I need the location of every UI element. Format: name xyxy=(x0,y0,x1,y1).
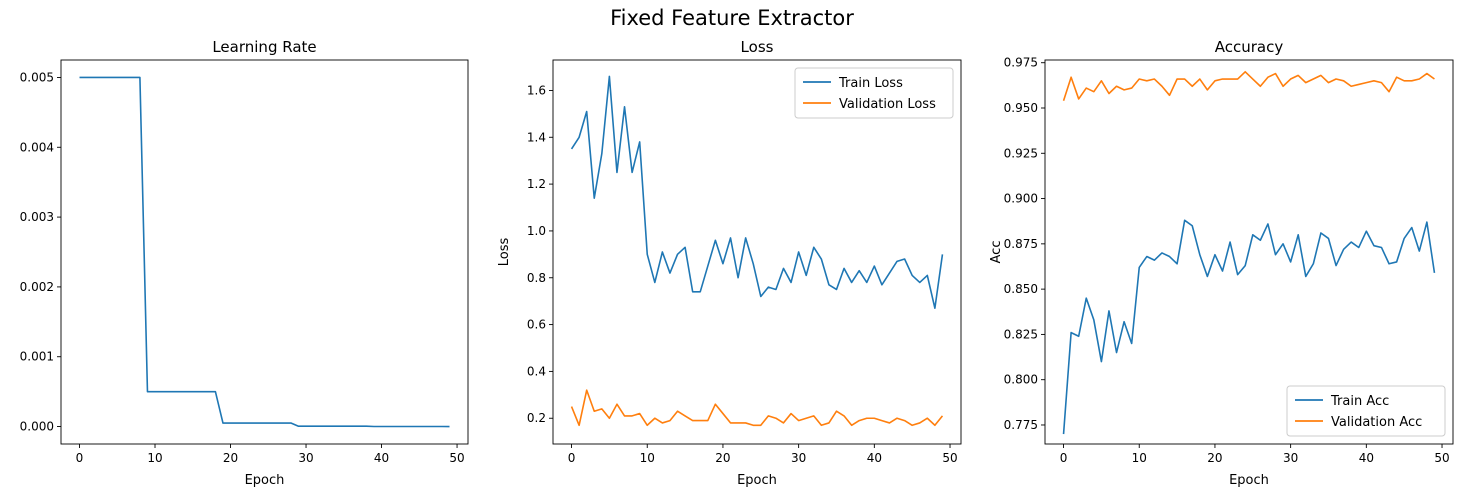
loss-y-tick-label: 0.2 xyxy=(527,411,546,425)
loss-title: Loss xyxy=(741,38,774,56)
loss-x-tick-label: 0 xyxy=(568,451,576,465)
learning-rate-x-tick-label: 40 xyxy=(374,451,389,465)
accuracy-legend: Train Acc Validation Acc xyxy=(1286,385,1446,437)
loss-y-tick-label: 1.0 xyxy=(527,224,546,238)
loss-y-tick-label: 1.2 xyxy=(527,177,546,191)
accuracy-validation-acc-line xyxy=(1062,70,1435,101)
loss-plot-frame xyxy=(552,59,962,445)
figure-title: Fixed Feature Extractor xyxy=(610,6,854,30)
loss-x-tick-label: 30 xyxy=(791,451,806,465)
accuracy-y-tick-label: 0.850 xyxy=(1004,282,1038,296)
learning-rate-y-tick-label: 0.003 xyxy=(20,210,54,224)
accuracy-legend-box xyxy=(1286,385,1446,437)
loss-train-loss-line xyxy=(570,75,944,310)
learning-rate-y-tick-label: 0.002 xyxy=(20,280,54,294)
learning-rate-x-tick-label: 30 xyxy=(298,451,313,465)
accuracy-x-tick-label: 10 xyxy=(1132,451,1147,465)
accuracy-x-tick-label: 30 xyxy=(1283,451,1298,465)
learning-rate-y-tick-label: 0.000 xyxy=(20,420,54,434)
accuracy-x-tick-label: 50 xyxy=(1434,451,1449,465)
loss-legend-label-validation-loss: Validation Loss xyxy=(839,97,936,112)
loss-subplot: Loss 0 10 20 30 40 50 0.2 0.4 0.6 0.8 1.0 1.2 1.4 1.6 E… xyxy=(497,38,962,488)
accuracy-y-tick-label: 0.925 xyxy=(1004,146,1038,160)
accuracy-x-tick-label: 0 xyxy=(1060,451,1068,465)
accuracy-legend-label-train-acc: Train Acc xyxy=(1330,394,1389,409)
loss-x-tick-label: 50 xyxy=(942,451,957,465)
accuracy-y-tick-label: 0.775 xyxy=(1004,418,1038,432)
learning-rate-subplot: Learning Rate 0 10 20 30 40 50 0.000 0.001 0.002 0… xyxy=(20,38,469,488)
accuracy-y-tick-label: 0.950 xyxy=(1004,101,1038,115)
learning-rate-y-tick-label: 0.005 xyxy=(20,70,54,84)
learning-rate-x-tick-label: 10 xyxy=(147,451,162,465)
accuracy-y-tick-label: 0.900 xyxy=(1004,192,1038,206)
loss-validation-loss-line xyxy=(570,389,944,427)
accuracy-x-tick-label: 20 xyxy=(1207,451,1222,465)
accuracy-y-tick-label: 0.800 xyxy=(1004,373,1038,387)
accuracy-y-axis-label: Acc xyxy=(989,241,1004,264)
loss-legend: Train Loss Validation Loss xyxy=(794,67,954,119)
learning-rate-x-tick-label: 20 xyxy=(223,451,238,465)
accuracy-title: Accuracy xyxy=(1215,38,1284,56)
accuracy-subplot: Accuracy 0 10 20 30 40 50 0.775 0.800 0.825 0.850 0… xyxy=(989,38,1454,488)
learning-rate-y-tick-label: 0.001 xyxy=(20,350,54,364)
accuracy-y-tick-label: 0.975 xyxy=(1004,56,1038,70)
loss-x-tick-label: 10 xyxy=(640,451,655,465)
learning-rate-x-axis-label: Epoch xyxy=(245,473,285,488)
loss-y-tick-label: 0.8 xyxy=(527,271,546,285)
loss-legend-label-train-loss: Train Loss xyxy=(838,76,903,91)
loss-y-axis-label: Loss xyxy=(497,238,512,267)
loss-x-axis-label: Epoch xyxy=(737,473,777,488)
accuracy-train-acc-line xyxy=(1062,219,1436,435)
loss-y-tick-label: 0.4 xyxy=(527,364,546,378)
learning-rate-plot-frame xyxy=(60,59,469,445)
accuracy-y-tick-label: 0.875 xyxy=(1004,237,1038,251)
loss-legend-box xyxy=(794,67,954,119)
accuracy-y-tick-label: 0.825 xyxy=(1004,327,1038,341)
loss-y-tick-label: 1.4 xyxy=(527,130,546,144)
learning-rate-x-tick-label: 50 xyxy=(449,451,464,465)
loss-y-tick-label: 0.6 xyxy=(527,318,546,332)
accuracy-x-tick-label: 40 xyxy=(1359,451,1374,465)
learning-rate-y-tick-label: 0.004 xyxy=(20,140,54,154)
loss-x-tick-label: 20 xyxy=(715,451,730,465)
accuracy-x-axis-label: Epoch xyxy=(1229,473,1269,488)
loss-x-tick-label: 40 xyxy=(867,451,882,465)
accuracy-legend-label-validation-acc: Validation Acc xyxy=(1331,415,1422,430)
accuracy-plot-frame xyxy=(1044,59,1454,445)
learning-rate-series-line xyxy=(79,76,450,428)
learning-rate-x-tick-label: 0 xyxy=(76,451,84,465)
loss-y-tick-label: 1.6 xyxy=(527,83,546,97)
learning-rate-title: Learning Rate xyxy=(212,38,316,56)
